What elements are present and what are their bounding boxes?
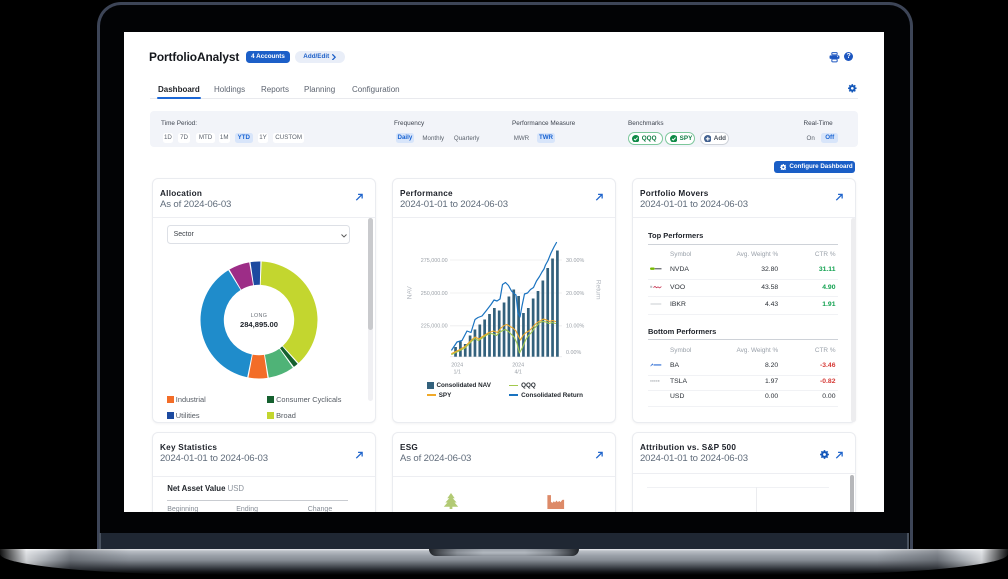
- svg-text:30.00%: 30.00%: [566, 258, 584, 264]
- svg-text:225,000.00: 225,000.00: [421, 324, 448, 330]
- svg-text:2024: 2024: [512, 363, 524, 369]
- svg-text:Return: Return: [595, 280, 602, 300]
- svg-text:2024: 2024: [451, 363, 463, 369]
- svg-text:NAV: NAV: [407, 286, 414, 300]
- svg-text:20.00%: 20.00%: [566, 291, 584, 297]
- svg-text:1/1: 1/1: [453, 370, 461, 376]
- svg-text:10.00%: 10.00%: [566, 324, 584, 330]
- svg-text:0.00%: 0.00%: [566, 350, 581, 356]
- svg-text:250,000.00: 250,000.00: [421, 291, 448, 297]
- svg-text:275,000.00: 275,000.00: [421, 258, 448, 264]
- svg-text:4/1: 4/1: [514, 370, 522, 376]
